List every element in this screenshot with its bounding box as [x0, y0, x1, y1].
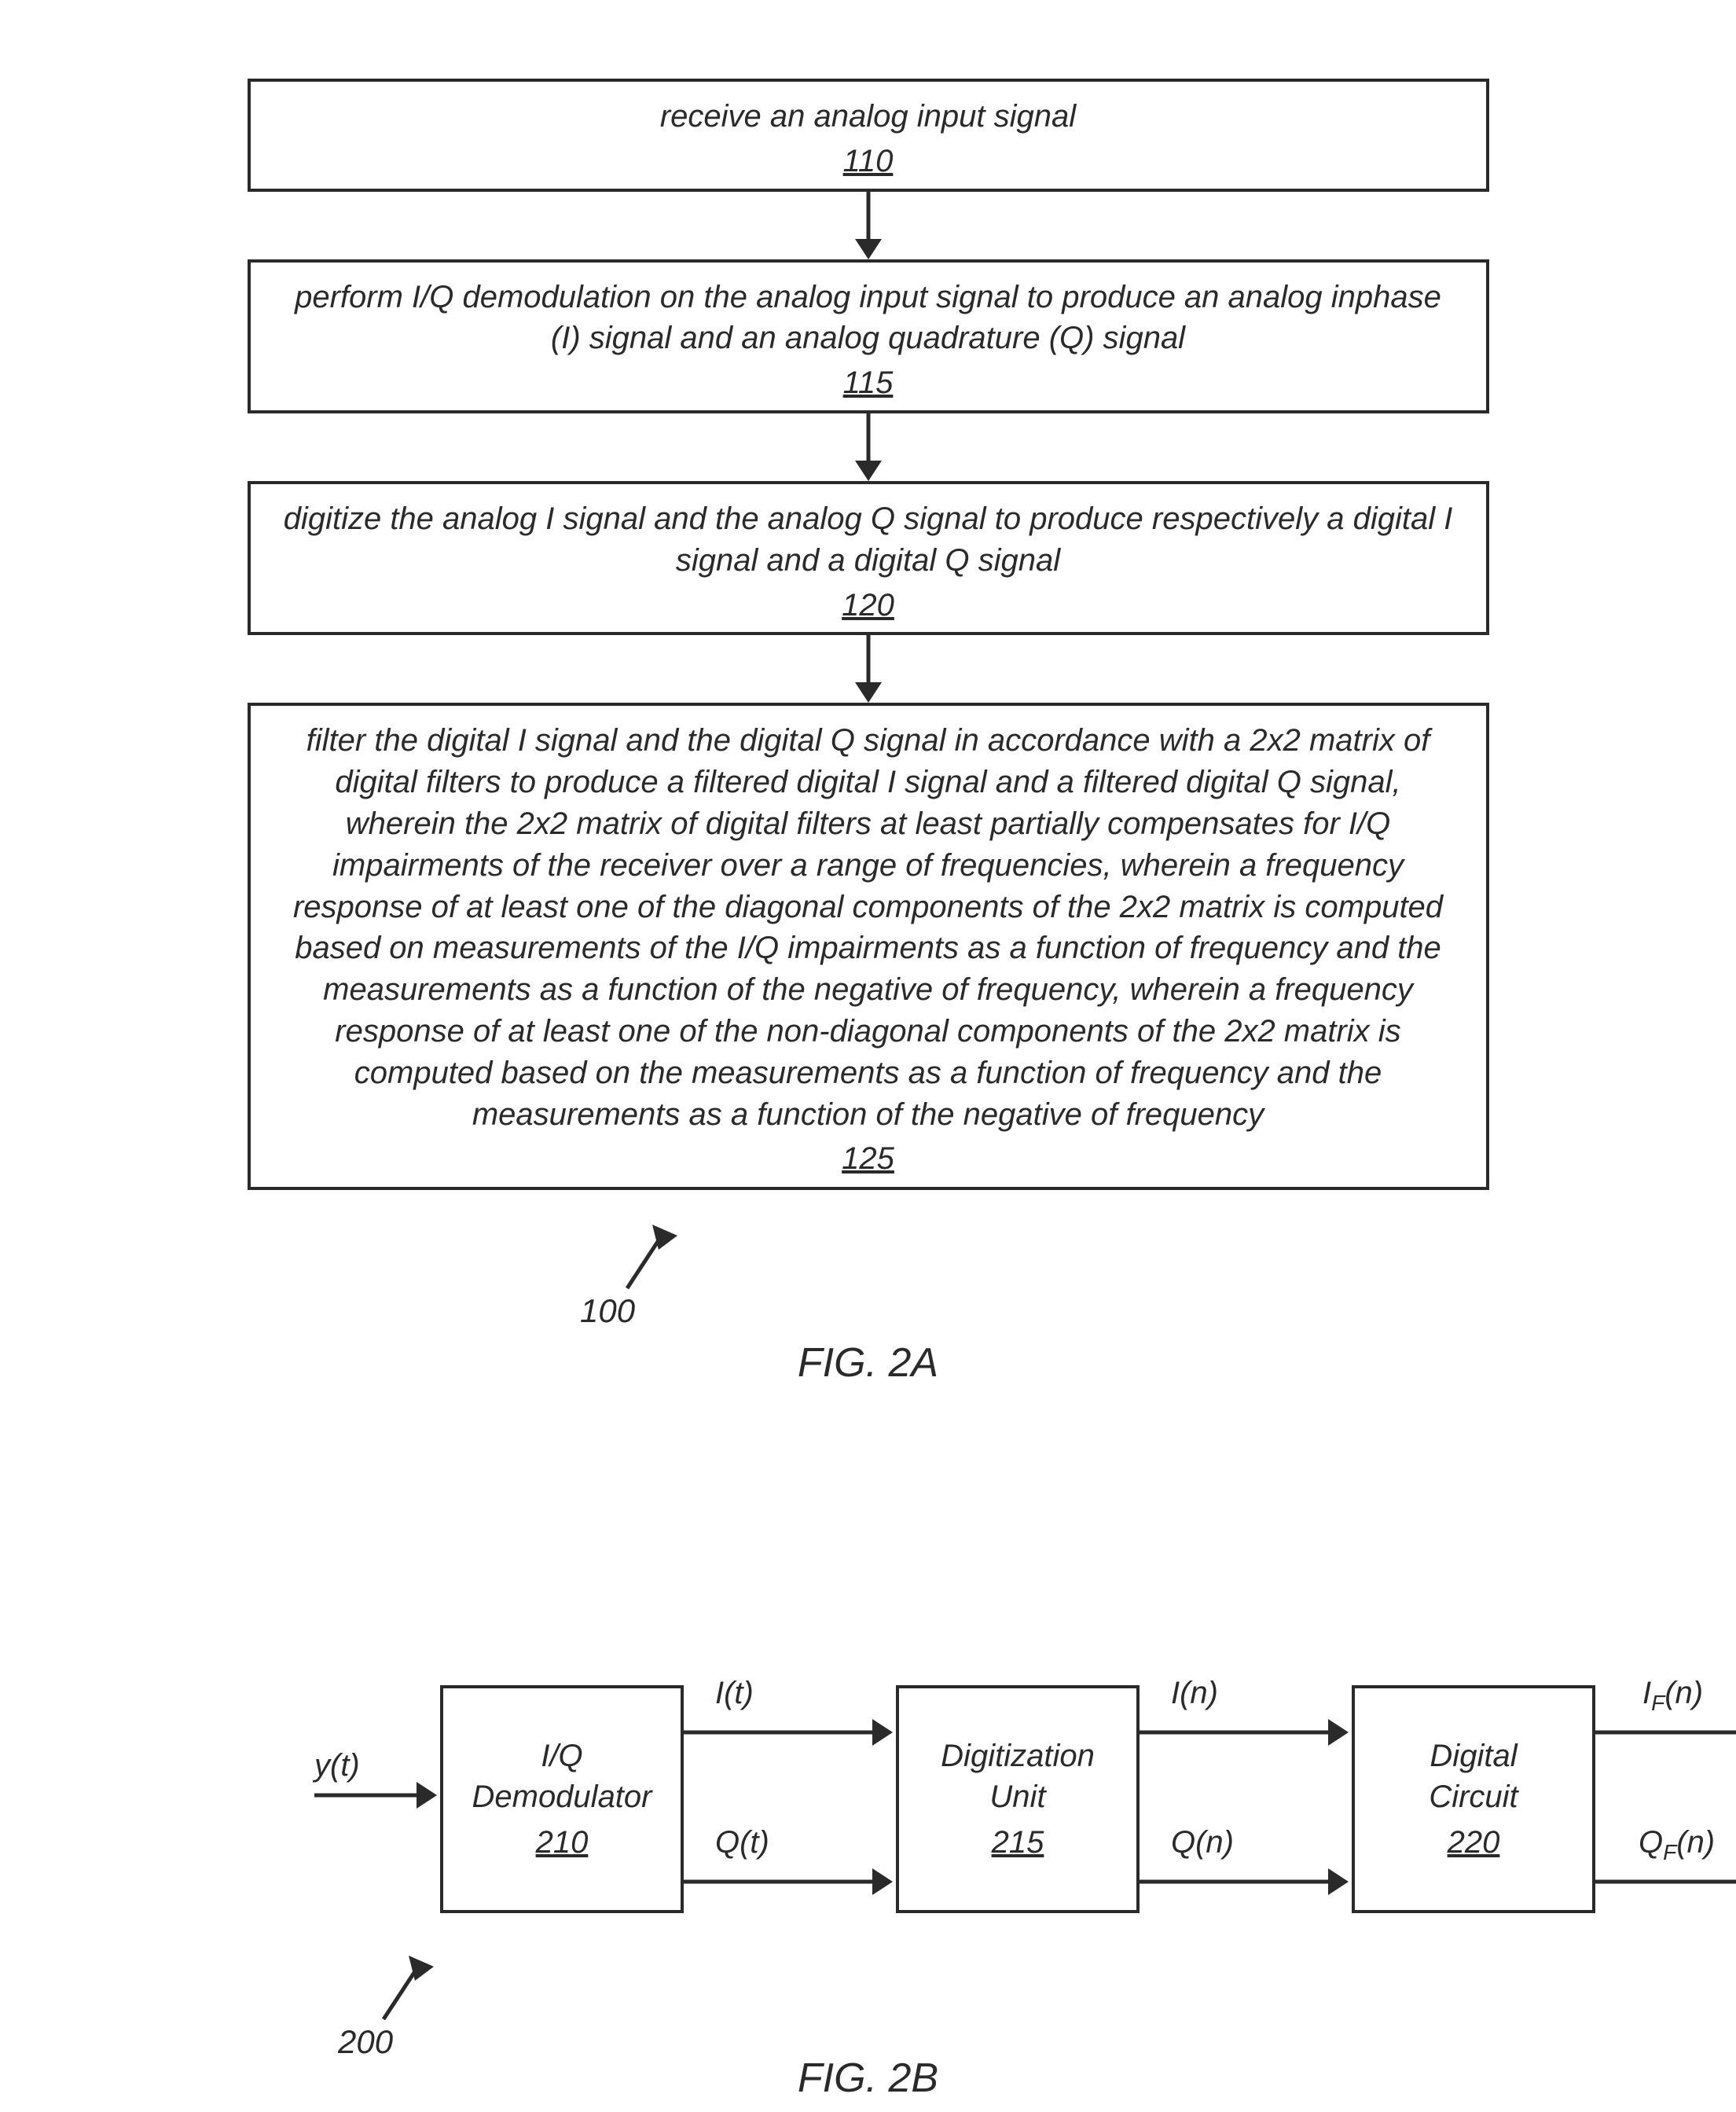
flow-step-120: digitize the analog I signal and the ana…	[248, 481, 1489, 635]
flow-ref: 120	[282, 585, 1455, 626]
flow-step-110: receive an analog input signal 110	[248, 79, 1489, 192]
flow-text: filter the digital I signal and the digi…	[293, 723, 1443, 1131]
flow-ref: 110	[282, 141, 1455, 182]
block-ref: 215	[992, 1822, 1044, 1863]
block-label: I/Q	[541, 1736, 582, 1776]
block-label: Digitization	[941, 1736, 1095, 1776]
arrow-right-icon	[684, 1858, 893, 1909]
arrow-right-icon	[314, 1772, 437, 1823]
block-210: I/Q Demodulator 210	[440, 1685, 684, 1913]
signal-label: Q(n)	[1171, 1825, 1234, 1860]
flow-text: receive an analog input signal	[660, 99, 1076, 134]
block-label: Digital	[1430, 1736, 1517, 1776]
arrow-right-icon	[1140, 1709, 1349, 1760]
blockdiagram-ref: 200	[338, 2023, 393, 2061]
block-label: Circuit	[1429, 1776, 1518, 1817]
arrow-right-icon	[684, 1709, 893, 1760]
pointer-arrow-icon	[369, 1945, 440, 2035]
signal-out-top: IF(n)	[1642, 1676, 1703, 1716]
block-ref: 210	[536, 1822, 589, 1863]
figure-label-2b: FIG. 2B	[173, 2055, 1563, 2102]
arrow-right-icon	[1595, 1709, 1736, 1760]
block-220: Digital Circuit 220	[1352, 1685, 1595, 1913]
block-label: Demodulator	[472, 1776, 651, 1817]
arrow-down-icon	[173, 192, 1563, 259]
block-diagram: y(t) I/Q Demodulator 210 Digitization Un…	[173, 1669, 1563, 1937]
signal-label: I(t)	[715, 1676, 754, 1711]
arrow-right-icon	[1140, 1858, 1349, 1909]
figure-label-2a: FIG. 2A	[173, 1339, 1563, 1387]
pointer-arrow-icon	[613, 1214, 684, 1304]
flow-step-125: filter the digital I signal and the digi…	[248, 703, 1489, 1190]
signal-label: Q(t)	[715, 1825, 769, 1860]
arrow-down-icon	[173, 635, 1563, 703]
block-ref: 220	[1448, 1822, 1500, 1863]
signal-label: I(n)	[1171, 1676, 1218, 1711]
flow-ref: 115	[282, 362, 1455, 404]
arrow-right-icon	[1595, 1858, 1736, 1909]
flow-text: perform I/Q demodulation on the analog i…	[295, 280, 1441, 356]
flow-text: digitize the analog I signal and the ana…	[284, 501, 1453, 578]
signal-out-bot: QF(n)	[1639, 1825, 1715, 1865]
block-label: Unit	[989, 1776, 1045, 1817]
flow-ref: 125	[282, 1138, 1455, 1180]
flowchart-ref: 100	[580, 1292, 635, 1330]
flow-step-115: perform I/Q demodulation on the analog i…	[248, 259, 1489, 413]
arrow-down-icon	[173, 413, 1563, 481]
block-215: Digitization Unit 215	[896, 1685, 1140, 1913]
